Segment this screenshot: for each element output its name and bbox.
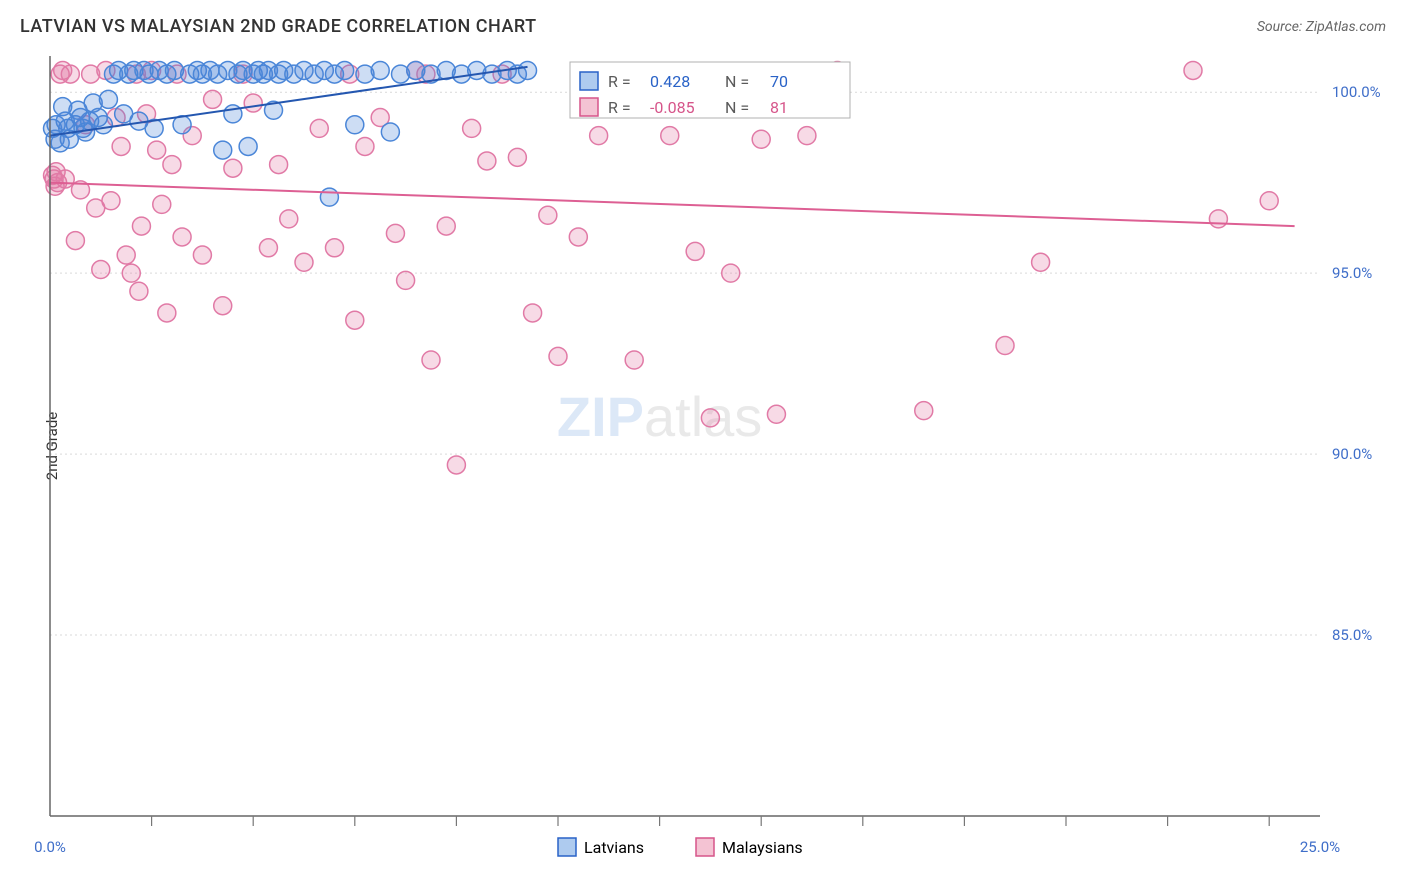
data-point: [397, 271, 415, 289]
y-tick-label: 90.0%: [1332, 445, 1372, 463]
data-point: [244, 94, 262, 112]
data-point: [590, 127, 608, 145]
data-point: [239, 137, 257, 155]
legend-n-value: 81: [770, 98, 788, 117]
data-point: [508, 148, 526, 166]
data-point: [752, 130, 770, 148]
data-point: [767, 405, 785, 423]
y-tick-label: 95.0%: [1332, 264, 1372, 282]
data-point: [346, 311, 364, 329]
data-point: [295, 253, 313, 271]
data-point: [524, 304, 542, 322]
data-point: [132, 217, 150, 235]
data-point: [1209, 210, 1227, 228]
data-point: [381, 123, 399, 141]
data-point: [66, 232, 84, 250]
data-point: [346, 116, 364, 134]
data-point: [214, 141, 232, 159]
chart-source: Source: ZipAtlas.com: [1257, 19, 1386, 35]
legend-n-label: N =: [725, 72, 749, 91]
data-point: [259, 239, 277, 257]
legend-r-label: R =: [608, 98, 631, 117]
chart-header: LATVIAN VS MALAYSIAN 2ND GRADE CORRELATI…: [0, 0, 1406, 47]
legend-label: Malaysians: [722, 838, 803, 857]
data-point: [148, 141, 166, 159]
data-point: [224, 159, 242, 177]
legend-swatch: [580, 72, 598, 90]
data-point: [437, 217, 455, 235]
data-point: [99, 90, 117, 108]
chart-area: 2nd Grade ZIPatlas0.0%25.0%85.0%90.0%95.…: [50, 56, 1386, 836]
legend-r-value: 0.428: [650, 72, 690, 91]
legend-r-label: R =: [608, 72, 631, 91]
data-point: [569, 228, 587, 246]
data-point: [310, 119, 328, 137]
legend-swatch: [580, 98, 598, 116]
chart-title: LATVIAN VS MALAYSIAN 2ND GRADE CORRELATI…: [20, 16, 537, 37]
data-point: [447, 456, 465, 474]
data-point: [61, 65, 79, 83]
data-point: [625, 351, 643, 369]
x-tick-label: 25.0%: [1300, 838, 1340, 856]
data-point: [701, 409, 719, 427]
data-point: [158, 304, 176, 322]
data-point: [422, 351, 440, 369]
data-point: [478, 152, 496, 170]
legend-n-value: 70: [770, 72, 788, 91]
data-point: [539, 206, 557, 224]
legend-swatch: [558, 838, 576, 856]
data-point: [722, 264, 740, 282]
data-point: [798, 127, 816, 145]
data-point: [92, 261, 110, 279]
data-point: [280, 210, 298, 228]
data-point: [996, 337, 1014, 355]
data-point: [214, 297, 232, 315]
data-point: [325, 239, 343, 257]
data-point: [336, 61, 354, 79]
legend-r-value: -0.085: [650, 98, 695, 117]
data-point: [122, 264, 140, 282]
data-point: [320, 188, 338, 206]
x-tick-label: 0.0%: [34, 838, 66, 856]
data-point: [56, 170, 74, 188]
data-point: [102, 192, 120, 210]
y-tick-label: 85.0%: [1332, 626, 1372, 644]
data-point: [371, 61, 389, 79]
trend-line: [50, 183, 1295, 226]
data-point: [1260, 192, 1278, 210]
data-point: [94, 116, 112, 134]
watermark: ZIPatlas: [557, 385, 762, 448]
data-point: [356, 137, 374, 155]
y-tick-label: 100.0%: [1332, 83, 1381, 101]
data-point: [1032, 253, 1050, 271]
data-point: [163, 156, 181, 174]
data-point: [661, 127, 679, 145]
data-point: [193, 246, 211, 264]
data-point: [463, 119, 481, 137]
scatter-plot: ZIPatlas0.0%25.0%85.0%90.0%95.0%100.0%R …: [50, 56, 1386, 836]
data-point: [130, 282, 148, 300]
data-point: [686, 242, 704, 260]
data-point: [173, 228, 191, 246]
legend-n-label: N =: [725, 98, 749, 117]
data-point: [549, 347, 567, 365]
data-point: [270, 156, 288, 174]
data-point: [117, 246, 135, 264]
data-point: [519, 61, 537, 79]
data-point: [386, 224, 404, 242]
data-point: [1184, 61, 1202, 79]
legend-swatch: [696, 838, 714, 856]
legend-label: Latvians: [584, 838, 644, 857]
data-point: [153, 195, 171, 213]
data-point: [915, 402, 933, 420]
data-point: [204, 90, 222, 108]
data-point: [112, 137, 130, 155]
